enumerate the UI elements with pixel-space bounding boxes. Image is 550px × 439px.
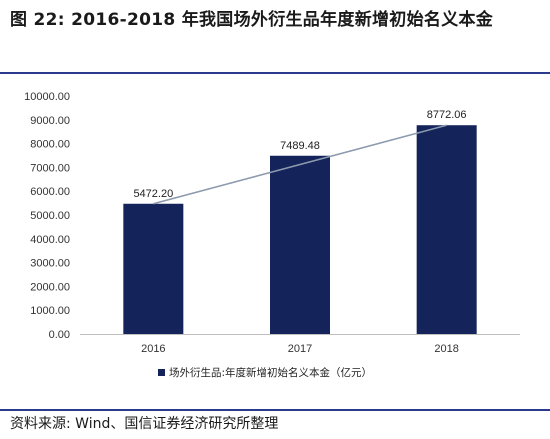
bottom-rule (0, 409, 550, 411)
y-tick-label: 6000.00 (30, 186, 70, 198)
data-labels: 5472.20 7489.48 8772.06 (133, 109, 466, 200)
y-tick-label: 9000.00 (30, 115, 70, 127)
y-tick-label: 2000.00 (30, 281, 70, 293)
bar (270, 155, 330, 334)
legend-swatch (158, 369, 165, 376)
bar (416, 125, 477, 334)
x-tick-label: 2018 (434, 343, 458, 355)
x-axis: 2016 2017 2018 (80, 334, 520, 355)
data-label: 8772.06 (427, 109, 467, 121)
bars (123, 125, 477, 334)
y-tick-label: 8000.00 (30, 139, 70, 151)
legend-label: 场外衍生品:年度新增初始名义本金（亿元） (169, 366, 372, 379)
y-tick-label: 1000.00 (30, 305, 70, 317)
y-tick-label: 0.00 (49, 329, 70, 341)
y-tick-label: 5000.00 (30, 210, 70, 222)
x-tick-label: 2017 (288, 343, 312, 355)
data-label: 7489.48 (280, 140, 320, 152)
figure-title: 图 22: 2016-2018 年我国场外衍生品年度新增初始名义本金 (10, 10, 494, 30)
y-tick-label: 3000.00 (30, 258, 70, 270)
y-tick-label: 7000.00 (30, 162, 70, 174)
y-axis: 0.00 1000.00 2000.00 3000.00 4000.00 5000.00 6… (24, 91, 70, 341)
legend: 场外衍生品:年度新增初始名义本金（亿元） (158, 366, 372, 379)
trendline (153, 124, 447, 205)
x-tick-label: 2016 (141, 343, 165, 355)
y-tick-label: 10000.00 (24, 91, 70, 103)
top-rule (0, 72, 550, 74)
bar (123, 203, 184, 334)
bar-chart: 0.00 1000.00 2000.00 3000.00 4000.00 5000.00 6… (24, 91, 520, 379)
trend-line (153, 124, 447, 205)
source-note: 资料来源: Wind、国信证券经济研究所整理 (10, 416, 279, 432)
y-tick-label: 4000.00 (30, 234, 70, 246)
data-label: 5472.20 (133, 188, 173, 200)
